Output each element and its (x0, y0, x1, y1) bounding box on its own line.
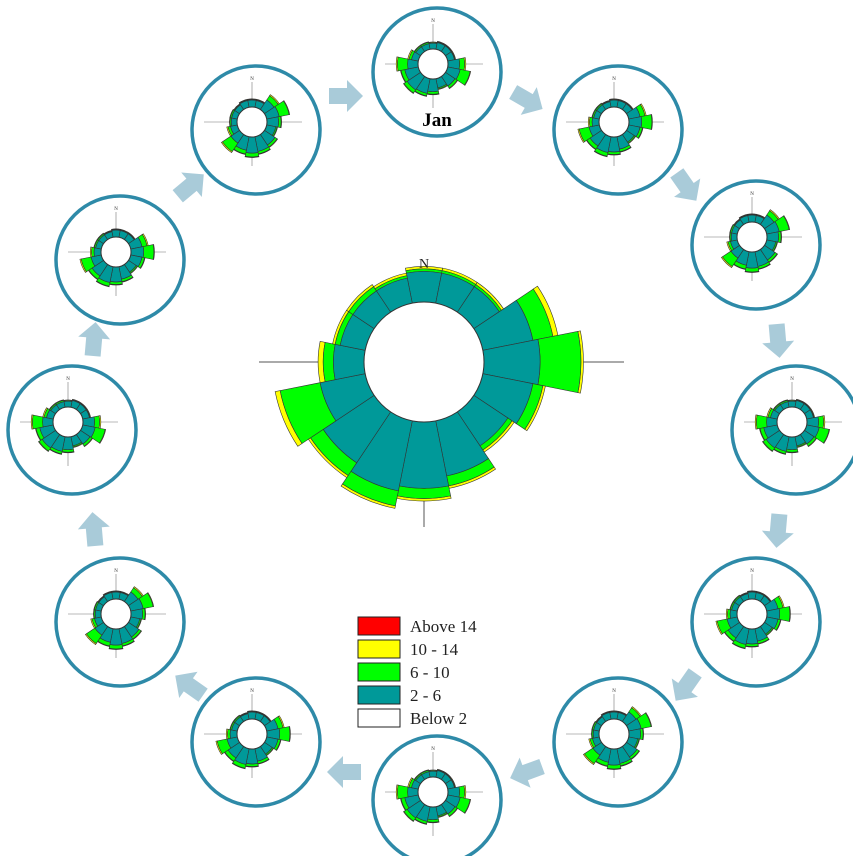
month-calm-circle (598, 106, 630, 138)
cycle-arrow (329, 80, 363, 112)
month-north-label: N (250, 77, 254, 82)
month-calm-circle (417, 776, 449, 808)
month-sector-w-6-10 (756, 414, 768, 430)
legend-swatch (357, 708, 401, 728)
month-calm-circle (417, 48, 449, 80)
month-sector-e-6-10 (458, 785, 465, 799)
annual-sector-e-6-10 (537, 331, 582, 393)
cycle-arrow (175, 671, 208, 702)
month-north-label: N (114, 569, 118, 574)
month-north-label: N (612, 77, 616, 82)
legend-swatch (357, 639, 401, 659)
cycle-arrow (78, 322, 111, 357)
month-north-label: N (250, 689, 254, 694)
cycle-arrow (671, 668, 702, 701)
legend-swatch (357, 616, 401, 636)
legend-item: 10 - 14 (357, 639, 459, 659)
legend-item: Below 2 (357, 708, 467, 728)
month-north-label: N (790, 377, 794, 382)
monthly-wind-rose: N (552, 676, 684, 808)
north-label: N (419, 257, 429, 272)
legend-label: Above 14 (410, 617, 477, 636)
monthly-wind-rose: N (54, 556, 186, 688)
month-calm-circle (736, 221, 768, 253)
legend-item: 6 - 10 (357, 662, 450, 682)
month-north-label: N (612, 689, 616, 694)
cycle-arrow (509, 85, 543, 115)
month-calm-circle (100, 236, 132, 268)
month-sector-e-6-10 (778, 606, 791, 622)
month-sector-e-6-10 (278, 726, 291, 742)
legend-label: 6 - 10 (410, 663, 450, 682)
cycle-arrow (762, 323, 795, 358)
month-north-label: N (114, 207, 118, 212)
month-sector-e-6-10 (817, 415, 824, 429)
cycle-arrow (77, 512, 110, 547)
month-sector-e-6-10 (640, 114, 653, 130)
monthly-wind-roses: N Jan N N N N N N N N N N N (6, 6, 853, 856)
month-calm-circle (100, 598, 132, 630)
monthly-wind-rose: N (690, 179, 822, 311)
monthly-wind-rose: N (54, 194, 186, 326)
monthly-wind-rose: N (190, 64, 322, 196)
monthly-wind-rose: N (190, 676, 322, 808)
monthly-wind-rose: N (6, 364, 138, 496)
annual-calm-circle (363, 301, 485, 423)
cycle-arrow (172, 172, 204, 203)
month-sector-e-6-10 (142, 244, 155, 260)
month-north-label: N (750, 569, 754, 574)
monthly-wind-rose: N Jan (371, 6, 503, 138)
legend-swatch (357, 662, 401, 682)
monthly-wind-rose: N (730, 364, 853, 496)
monthly-wind-rose: N (552, 64, 684, 196)
legend-label: 2 - 6 (410, 686, 441, 705)
monthly-wind-rose: N (371, 734, 503, 856)
legend: Above 14 10 - 14 6 - 10 2 - 6 Below 2 (357, 616, 477, 728)
month-calm-circle (236, 718, 268, 750)
month-label-jan: Jan (422, 110, 452, 131)
month-sector-w-6-10 (397, 56, 409, 72)
monthly-wind-rose: N (690, 556, 822, 688)
month-north-label: N (431, 747, 435, 752)
month-calm-circle (776, 406, 808, 438)
month-cycle-arrows (77, 80, 795, 788)
month-calm-circle (52, 406, 84, 438)
cycle-arrow (670, 168, 701, 201)
month-north-label: N (431, 19, 435, 24)
legend-label: 10 - 14 (410, 640, 459, 659)
legend-item: Above 14 (357, 616, 477, 636)
cycle-arrow (761, 513, 794, 548)
month-calm-circle (236, 106, 268, 138)
cycle-arrow (510, 757, 545, 788)
month-sector-w-6-10 (397, 784, 409, 800)
month-north-label: N (66, 377, 70, 382)
cycle-arrow (327, 756, 361, 788)
month-sector-e-6-10 (93, 415, 100, 429)
month-sector-w-6-10 (32, 414, 44, 430)
legend-item: 2 - 6 (357, 685, 441, 705)
annual-wind-rose (259, 266, 624, 527)
legend-swatch (357, 685, 401, 705)
legend-label: Below 2 (410, 709, 467, 728)
month-calm-circle (736, 598, 768, 630)
month-north-label: N (750, 192, 754, 197)
month-sector-e-6-10 (458, 57, 465, 71)
month-calm-circle (598, 718, 630, 750)
